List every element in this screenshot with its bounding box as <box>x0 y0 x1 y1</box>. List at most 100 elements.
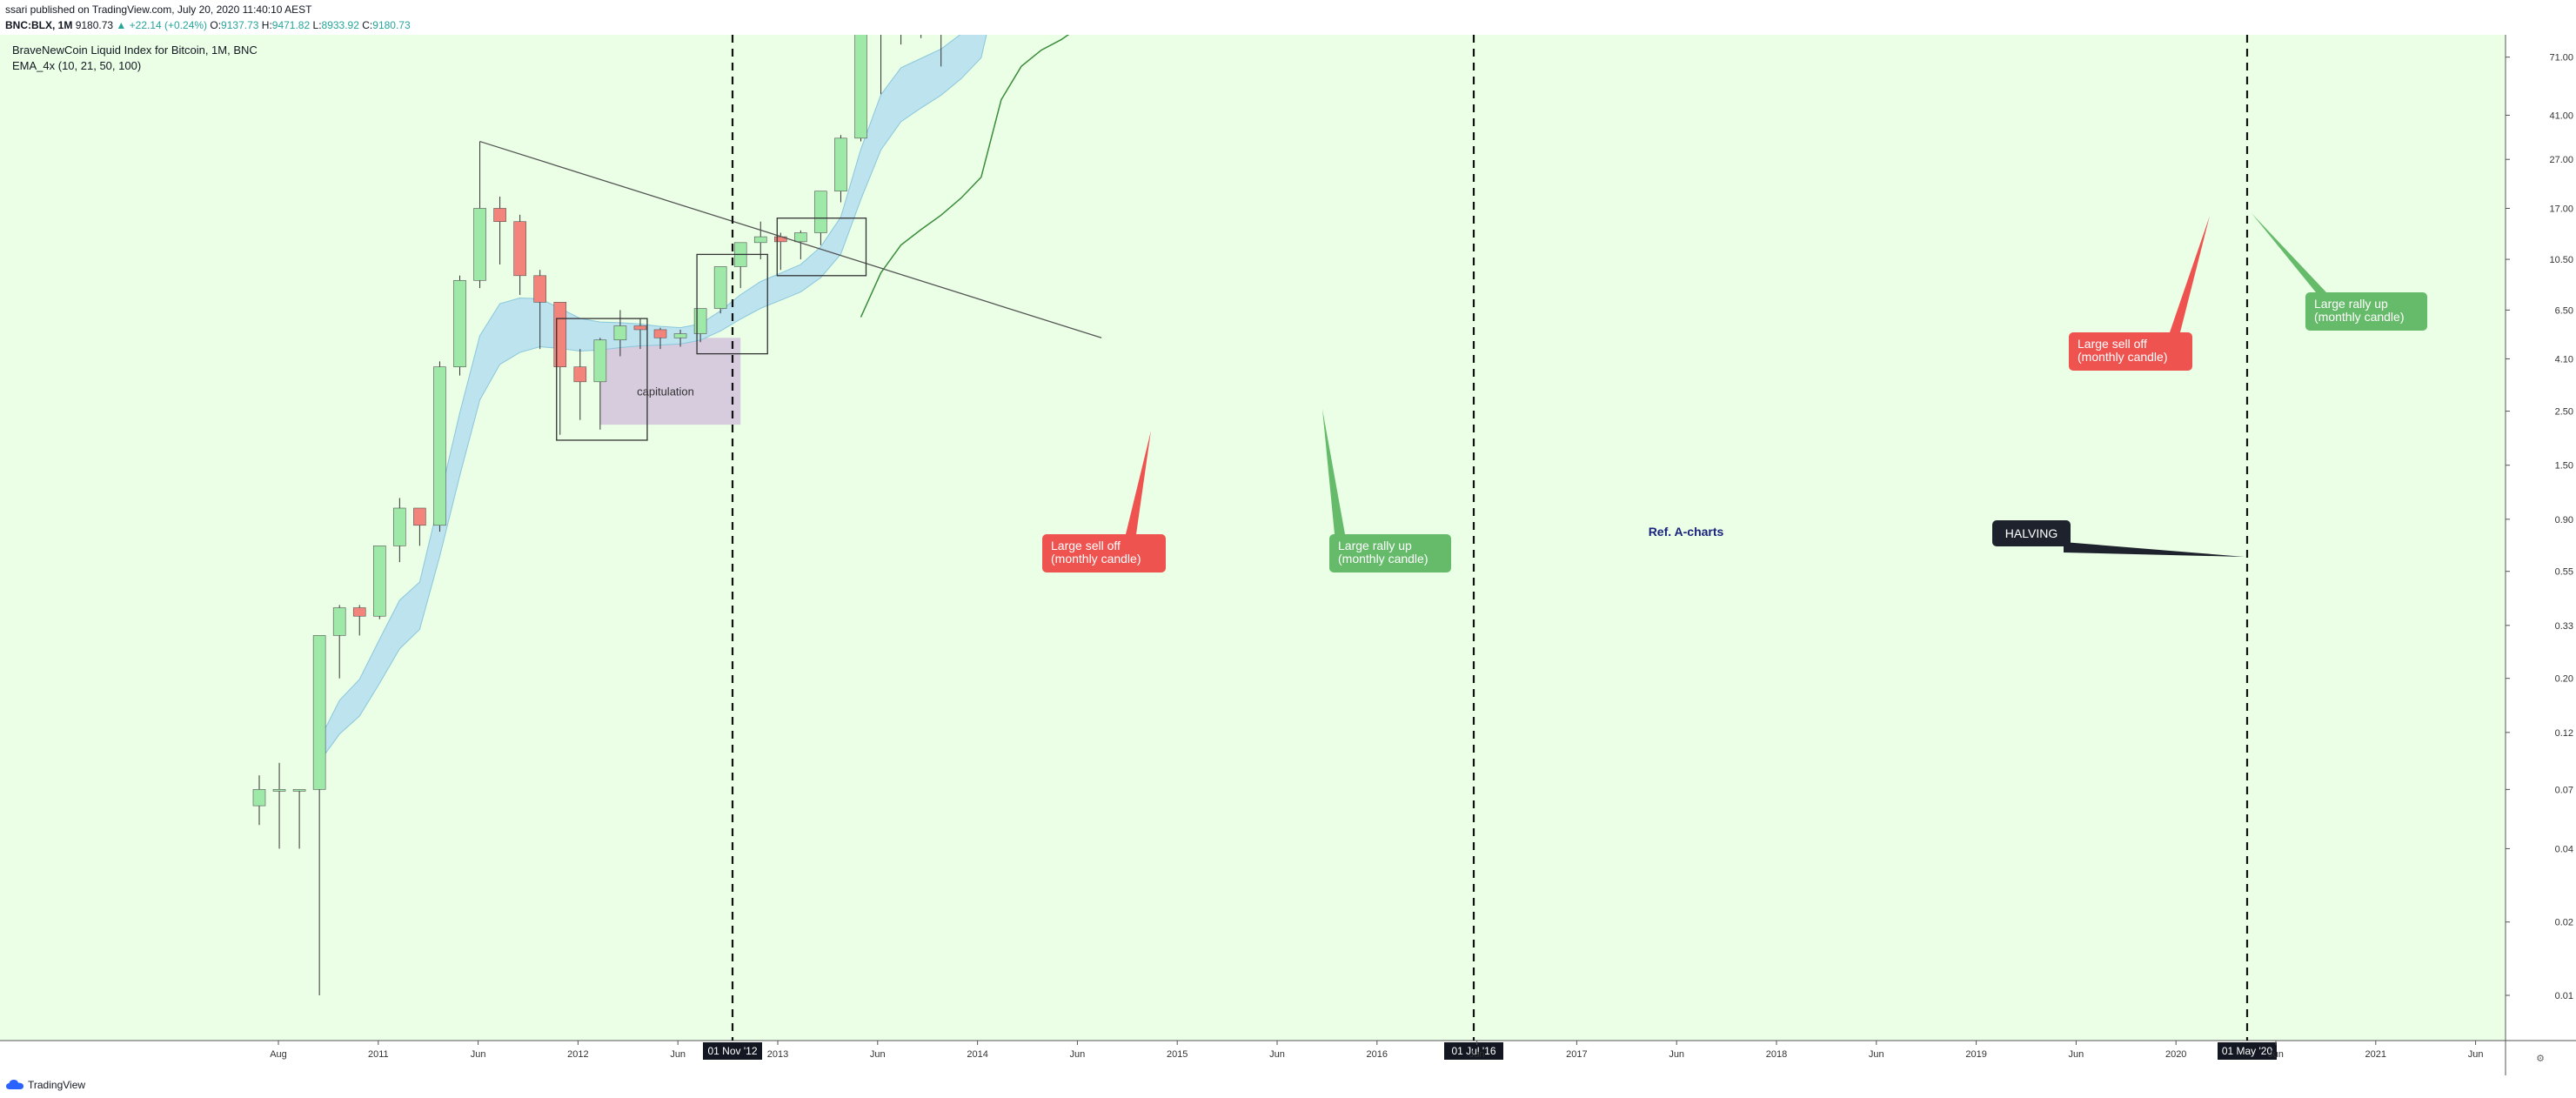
symbol-ohlc-line: BNC:BLX, 1M 9180.73 ▲ +22.14 (+0.24%) O:… <box>5 19 411 31</box>
time-axis: Aug 2011 Jun 2012 Jun 2013 Jun 2014 Jun 2015 Jun 20… <box>270 1041 2483 1060</box>
candle-body <box>814 191 827 233</box>
price-tick-label: 1.50 <box>2555 461 2573 472</box>
gear-icon[interactable]: ⚙ <box>2536 1054 2545 1064</box>
halving-date-label: 01 May '20 <box>2222 1045 2273 1057</box>
candle-body <box>794 232 807 243</box>
time-tick-label: Jun <box>1469 1049 1485 1060</box>
price-tick-label: 0.55 <box>2555 567 2573 578</box>
time-tick-label: Jun <box>2268 1049 2284 1060</box>
time-tick-label: 2013 <box>767 1049 788 1060</box>
tradingview-logo[interactable]: TradingView <box>5 1079 85 1091</box>
candles <box>252 35 942 995</box>
high-value: 9471.82 <box>271 19 311 31</box>
time-tick-label: Jun <box>2468 1049 2484 1060</box>
candle-body <box>332 607 346 636</box>
candle-body <box>393 507 406 546</box>
rally-up-callout-box <box>2305 292 2427 331</box>
candle-body <box>613 325 627 341</box>
low-label: L: <box>312 19 322 31</box>
price-tick-label: 0.33 <box>2555 621 2573 632</box>
time-tick-label: 2019 <box>1965 1049 1986 1060</box>
time-tick-label: Jun <box>1669 1049 1684 1060</box>
price-tick-label: 71.00 <box>2549 53 2573 64</box>
time-tick-label: Jun <box>471 1049 486 1060</box>
halving-callout-box <box>1992 520 2071 546</box>
ema-ribbon <box>318 35 1070 764</box>
price-tick-label: 6.50 <box>2555 305 2573 316</box>
halving-callout-pointer <box>2064 542 2245 557</box>
price-tick-label: 0.02 <box>2555 918 2573 928</box>
highlight-box <box>696 253 768 355</box>
time-tick-label: 2014 <box>967 1049 987 1060</box>
candle-body <box>272 789 286 792</box>
sell-off-callout-box <box>1042 534 1166 572</box>
candle-body <box>493 208 506 222</box>
price-tick-label: 27.00 <box>2549 155 2573 165</box>
open-label: O: <box>210 19 222 31</box>
rally-up-callout-text: (monthly candle) <box>1338 552 1429 566</box>
price-tick-label: 0.04 <box>2555 844 2573 854</box>
time-tick-label: 2015 <box>1167 1049 1188 1060</box>
sell-off-callout-box <box>2069 332 2192 371</box>
candle-body <box>453 280 466 367</box>
halving-date-bg <box>1444 1042 1503 1060</box>
highlight-boxes: capitulationcapitulationcapitulation <box>556 218 867 441</box>
price-tick-label: 4.10 <box>2555 354 2573 365</box>
candle-body <box>633 325 647 331</box>
candle-body <box>292 789 306 792</box>
time-tick-label: 2018 <box>1766 1049 1787 1060</box>
tradingview-brand: TradingView <box>28 1079 86 1091</box>
candle-body <box>673 333 687 338</box>
time-tick-label: Jun <box>1869 1049 1884 1060</box>
halving-date-bg <box>2218 1042 2277 1060</box>
sell-off-callout-pointer <box>1126 431 1151 534</box>
footer: TradingView <box>0 1075 2576 1098</box>
time-tick-label: Jun <box>670 1049 686 1060</box>
halving-callout-text: HALVING <box>2005 526 2057 540</box>
time-tick-label: 2017 <box>1566 1049 1587 1060</box>
rally-up-callout-box <box>1329 534 1451 572</box>
trend-lines: Leading trend line <box>479 140 1102 338</box>
candle-body <box>513 221 526 277</box>
sell-off-callout-text: Large sell off <box>2078 337 2147 351</box>
time-axis-background <box>0 1041 2576 1075</box>
time-tick-label: 2012 <box>567 1049 588 1060</box>
halving-date-label: 01 Jul '16 <box>1452 1045 1496 1057</box>
rally-up-callout-text: Large rally up <box>2314 297 2388 311</box>
sell-off-callout-text: Large sell off <box>1051 539 1121 552</box>
price-axis-background <box>2506 35 2576 1041</box>
rally-up-callout-pointer <box>1322 409 1345 534</box>
halving-lines: 01 Nov '12 01 Jul '16 01 May '20 <box>703 35 2277 1060</box>
candle-body <box>372 546 386 617</box>
indicator-label: EMA_4x (10, 21, 50, 100) <box>12 59 141 72</box>
price-tick-label: 17.00 <box>2549 204 2573 214</box>
candle-body <box>533 275 547 303</box>
price-tick-label: 10.50 <box>2549 255 2573 265</box>
candle-body <box>573 366 587 383</box>
time-tick-label: 2011 <box>368 1049 389 1060</box>
candle-body <box>834 137 847 192</box>
sell-off-callout-text: (monthly candle) <box>1051 552 1141 566</box>
price-change: ▲ +22.14 (+0.24%) <box>116 19 208 31</box>
sell-off-callout-pointer <box>2170 216 2210 332</box>
time-tick-label: 2021 <box>2365 1049 2386 1060</box>
capitulation-label: capitulation <box>637 385 694 398</box>
price-tick-label: 0.20 <box>2555 674 2573 685</box>
price-tick-label: 0.01 <box>2555 991 2573 1001</box>
symbol-name: BNC:BLX, 1M <box>5 19 73 31</box>
time-tick-label: Jun <box>1269 1049 1285 1060</box>
price-tick-label: 2.50 <box>2555 407 2573 418</box>
last-price: 9180.73 <box>75 19 114 31</box>
close-value: 9180.73 <box>372 19 411 31</box>
rally-up-callout-pointer <box>2251 213 2326 292</box>
price-chart[interactable]: ⚙ BraveNewCoin Liquid Index for Bitcoin,… <box>0 35 2576 1075</box>
highlight-box <box>776 218 867 277</box>
time-tick-label: Jun <box>870 1049 886 1060</box>
sell-off-callout-text: (monthly candle) <box>2078 350 2168 364</box>
plot-background <box>0 35 2506 1041</box>
ema-ribbon-band <box>318 35 987 764</box>
price-axis: 71.00 41.00 27.00 17.00 10.50 6.50 4.10 2.50 1.5… <box>2506 53 2573 1001</box>
rally-up-callout-text: (monthly candle) <box>2314 310 2405 324</box>
candle-body <box>553 302 567 367</box>
time-tick-label: 2020 <box>2165 1049 2186 1060</box>
